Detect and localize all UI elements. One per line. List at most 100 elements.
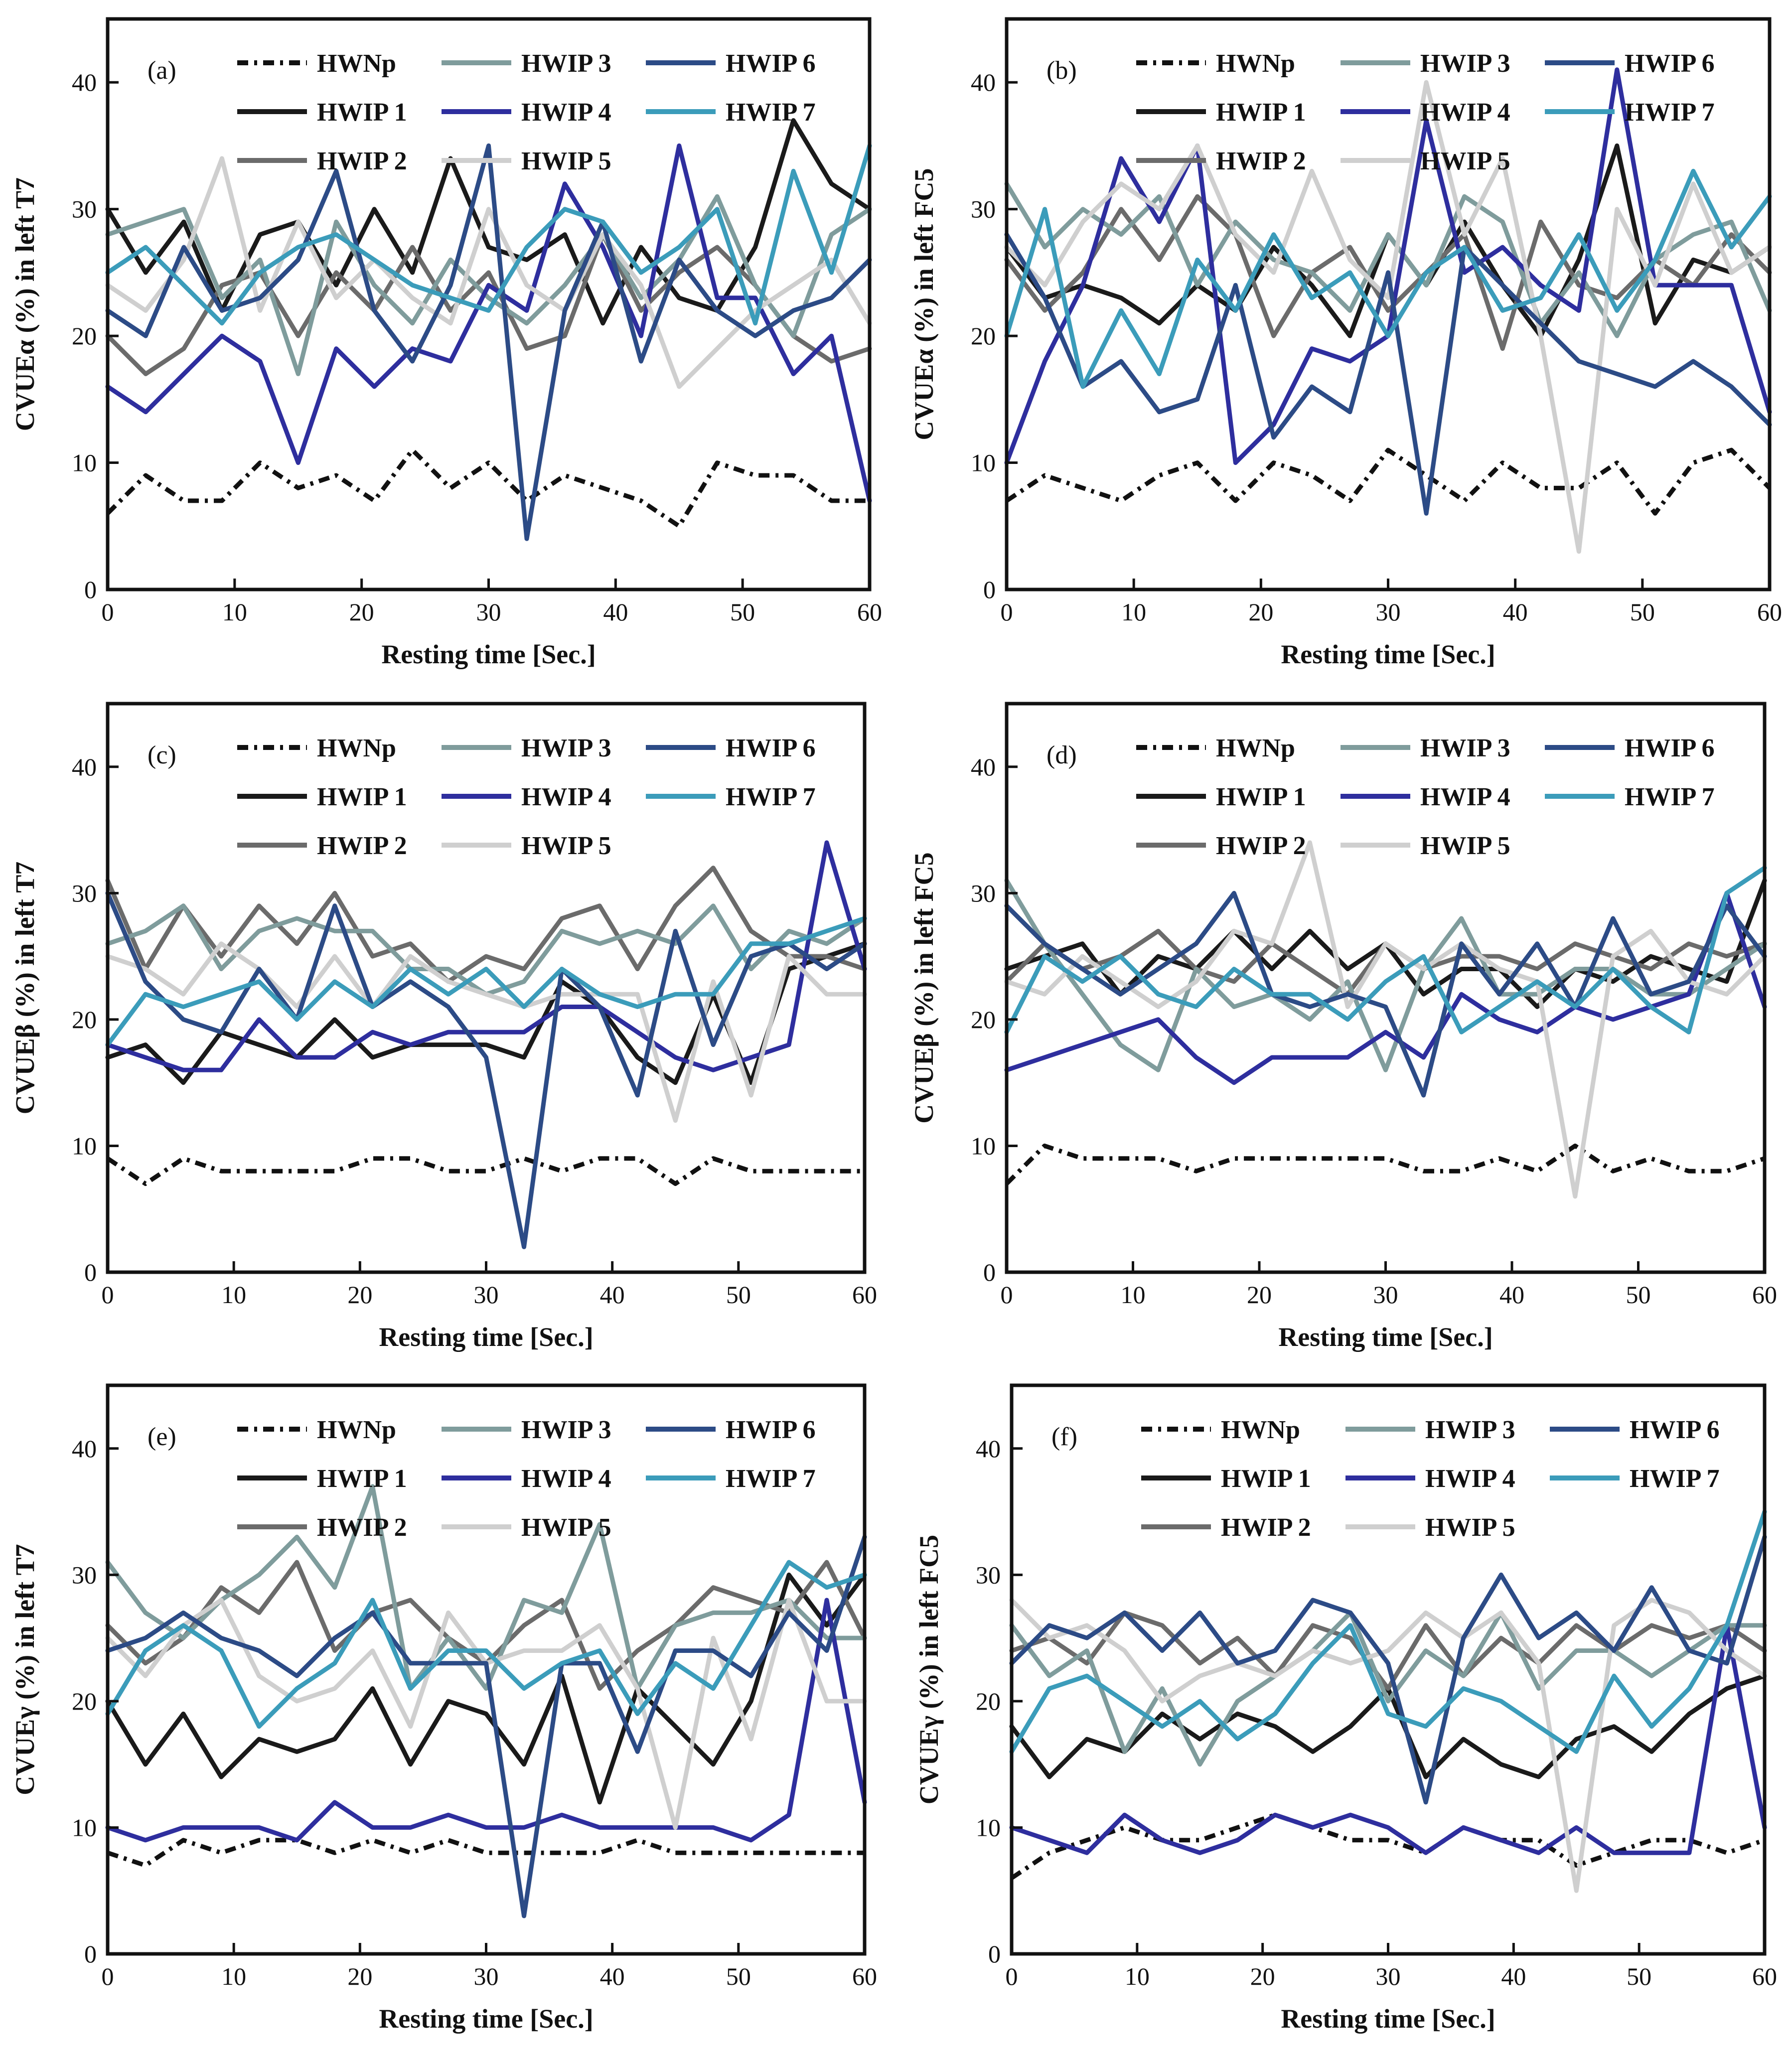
panel-b: 0 10 20 30 40 50 60 0 10 20 30 40 Resting time [Sec.…: [909, 17, 1782, 669]
series-line-hwip-6: [105, 1534, 867, 1918]
panel-label: (c): [148, 741, 176, 769]
y-tick-label: 10: [971, 1132, 996, 1160]
x-tick-label: 30: [476, 598, 501, 626]
x-tick-label: 0: [102, 598, 114, 626]
x-tick-label: 40: [603, 598, 628, 626]
series-line-hwip-5: [105, 941, 867, 1123]
x-tick-label: 50: [1626, 1281, 1651, 1309]
x-axis-label: Resting time [Sec.]: [1281, 639, 1495, 669]
series-line-hwip-3: [1004, 878, 1767, 1072]
legend-label: HWIP 2: [317, 832, 407, 860]
series-line-hwnp: [1005, 1143, 1766, 1185]
x-tick-label: 30: [474, 1962, 499, 1990]
series-line-hwip-7: [105, 143, 872, 326]
series-line-hwip-1: [105, 1572, 867, 1805]
y-tick-label: 40: [971, 753, 996, 781]
x-tick-label: 40: [600, 1281, 625, 1309]
series-line-hwip-6: [1009, 1534, 1767, 1805]
legend-label: HWIP 5: [521, 832, 611, 860]
series-line-hwip-3: [1004, 181, 1772, 338]
series-line-hwip-7: [105, 916, 867, 1047]
series-line-hwip-7: [105, 1560, 867, 1729]
x-tick-label: 10: [221, 1281, 246, 1309]
panel-label: (a): [148, 56, 176, 85]
legend-label: HWIP 5: [1420, 832, 1510, 860]
series-line-hwip-6: [105, 890, 867, 1249]
series-line-hwip-7: [1009, 1509, 1767, 1754]
legend-label: HWIP 4: [521, 1465, 611, 1493]
y-tick-label: 20: [72, 322, 97, 350]
legend-label: HWIP 6: [1625, 49, 1715, 78]
panel-label: (b): [1046, 56, 1077, 85]
x-tick-label: 60: [1752, 1281, 1777, 1309]
y-tick-label: 30: [976, 1561, 1001, 1589]
x-tick-label: 30: [1373, 1281, 1398, 1309]
x-tick-label: 50: [730, 598, 755, 626]
x-tick-label: 10: [1121, 598, 1146, 626]
legend-label: HWIP 7: [1625, 783, 1715, 811]
legend-label: HWNp: [1216, 734, 1295, 762]
legend-label: HWIP 3: [521, 1416, 611, 1444]
y-tick-label: 40: [971, 68, 996, 96]
x-tick-label: 30: [1376, 598, 1401, 626]
x-tick-label: 20: [347, 1962, 372, 1990]
series-line-hwip-3: [105, 1484, 867, 1691]
y-axis-label: CVUEα (%) in left T7: [10, 177, 40, 431]
y-axis-label: CVUEγ (%) in left T7: [10, 1544, 40, 1795]
y-axis-label: CVUEβ (%) in left FC5: [909, 852, 939, 1123]
legend: HWNp HWIP 1 HWIP 2 HWIP 3 HWIP 4 HWIP 5 HWIP 6…: [1136, 49, 1715, 175]
y-tick-label: 40: [72, 68, 97, 96]
series-line-hwip-2: [105, 866, 867, 984]
legend-label: HWIP 6: [726, 49, 816, 78]
legend-label: HWIP 5: [521, 147, 611, 175]
legend-label: HWNp: [317, 734, 396, 762]
x-tick-label: 30: [1376, 1962, 1401, 1990]
series-line-hwnp: [1010, 1812, 1766, 1880]
series-line-hwip-5: [1004, 840, 1767, 1199]
y-tick-label: 40: [72, 1435, 97, 1463]
legend: HWNp HWIP 1 HWIP 2 HWIP 3 HWIP 4 HWIP 5 HWIP 6…: [1141, 1416, 1720, 1542]
series-line-hwip-4: [1004, 890, 1767, 1085]
y-tick-label: 30: [72, 879, 97, 907]
legend-label: HWNp: [1216, 49, 1295, 78]
x-tick-label: 40: [1501, 1962, 1526, 1990]
legend-label: HWIP 2: [1216, 832, 1306, 860]
series-line-hwip-5: [105, 156, 872, 389]
x-tick-label: 10: [222, 598, 247, 626]
legend-label: HWIP 1: [317, 98, 407, 127]
legend-label: HWIP 3: [1420, 734, 1510, 762]
y-tick-label: 10: [72, 1813, 97, 1841]
legend-label: HWIP 4: [521, 783, 611, 811]
x-tick-label: 0: [102, 1962, 114, 1990]
x-tick-label: 20: [1247, 1281, 1272, 1309]
series-line-hwip-2: [1004, 194, 1772, 351]
series-line-hwnp: [107, 1838, 865, 1868]
legend-label: HWIP 4: [1420, 98, 1510, 127]
legend-label: HWIP 7: [726, 783, 816, 811]
legend-label: HWIP 7: [1630, 1465, 1720, 1493]
series-line-hwip-6: [1004, 232, 1772, 516]
series-line-hwnp: [106, 1156, 865, 1186]
y-tick-label: 30: [971, 879, 996, 907]
legend-label: HWIP 1: [317, 1465, 407, 1493]
legend-label: HWIP 2: [317, 1513, 407, 1542]
series-line-hwip-7: [1004, 168, 1772, 389]
legend-label: HWIP 7: [1625, 98, 1715, 127]
x-axis-label: Resting time [Sec.]: [379, 2004, 593, 2034]
series-line-hwip-3: [1009, 1610, 1767, 1767]
legend-label: HWIP 1: [1216, 783, 1306, 811]
legend: HWNp HWIP 1 HWIP 2 HWIP 3 HWIP 4 HWIP 5 HWIP 6…: [237, 1416, 816, 1542]
x-tick-label: 20: [1250, 1962, 1275, 1990]
y-tick-label: 0: [983, 576, 996, 603]
x-tick-label: 60: [852, 1281, 877, 1309]
x-axis-label: Resting time [Sec.]: [1281, 2004, 1495, 2034]
x-tick-label: 0: [102, 1281, 114, 1309]
x-axis-label: Resting time [Sec.]: [1278, 1322, 1493, 1352]
series-line-hwip-4: [105, 1598, 867, 1843]
x-tick-label: 10: [1121, 1281, 1146, 1309]
series-line-hwnp: [106, 447, 870, 529]
x-tick-label: 20: [349, 598, 374, 626]
y-tick-label: 30: [72, 1561, 97, 1589]
